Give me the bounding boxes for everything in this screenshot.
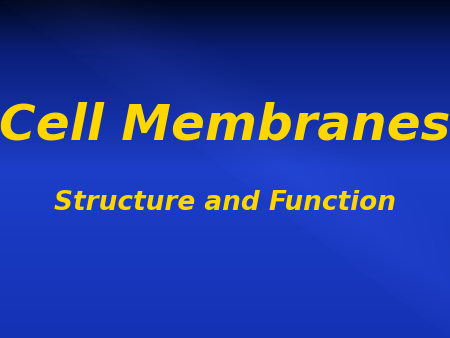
Text: Structure and Function: Structure and Function (54, 190, 396, 216)
Text: Cell Membranes: Cell Membranes (0, 101, 450, 149)
